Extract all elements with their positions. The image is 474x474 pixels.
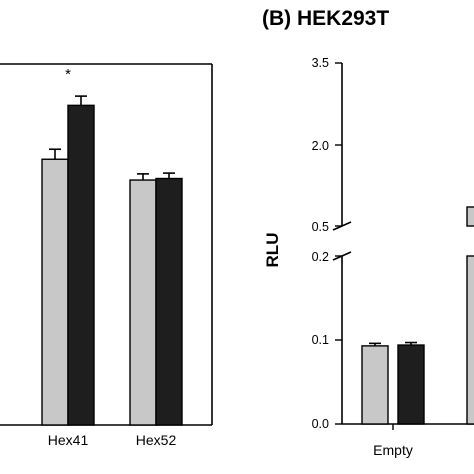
panel-a-bar-hex41-series-1	[41, 158, 69, 426]
panel-b-y-tick-label-0-5: 0.5	[312, 220, 329, 234]
panel-b-y-tick-label-0-1: 0.1	[312, 333, 329, 347]
panel-b-y-tick-label-0-2: 0.2	[312, 250, 329, 264]
panel-a-category-label-hex52: Hex52	[136, 432, 177, 448]
panel-b-y-tick-label-0-0: 0.0	[312, 417, 329, 431]
panel-b-y-tick-0-0: 0.0	[312, 417, 342, 431]
panel-b-cropped-bar-lower	[466, 255, 474, 425]
panel-b-bar-empty-series-2	[397, 344, 425, 425]
panel-b-bar-empty-series-1	[361, 345, 389, 425]
panel-b-y-tick-2-0: 2.0	[312, 139, 342, 153]
panel-b-y-tick-0-5: 0.5	[312, 220, 342, 234]
panel-a-category-label-hex41: Hex41	[48, 432, 89, 448]
panel-b-cropped-bar-upper	[466, 206, 474, 227]
panel-b-y-tick-label-2-0: 2.0	[312, 139, 329, 153]
panel-b-title: (B) HEK293T	[262, 7, 389, 30]
panel-b-category-label-empty: Empty	[373, 442, 413, 458]
panel-b-y-tick-0-1: 0.1	[312, 333, 342, 347]
panel-a: Hex41 Hex52 *	[0, 63, 213, 448]
panel-b-y-axis-label: RLU	[263, 233, 282, 268]
panel-a-significance-asterisk: *	[65, 66, 71, 83]
panel-b-bars	[361, 341, 425, 425]
panel-a-bar-hex52-series-2	[155, 177, 183, 426]
panel-a-bars	[41, 95, 183, 426]
panel-b-y-tick-3-5: 3.5	[312, 56, 342, 70]
panel-b-y-tick-label-3-5: 3.5	[312, 56, 329, 70]
panel-a-bar-hex41-series-2	[67, 104, 95, 426]
panel-a-bar-hex52-series-1	[129, 179, 157, 426]
panel-b-y-tick-0-2: 0.2	[312, 250, 342, 264]
panel-b: (B) HEK293T RLU Empty 3.5 2.0 0.5 0.2	[262, 7, 474, 458]
